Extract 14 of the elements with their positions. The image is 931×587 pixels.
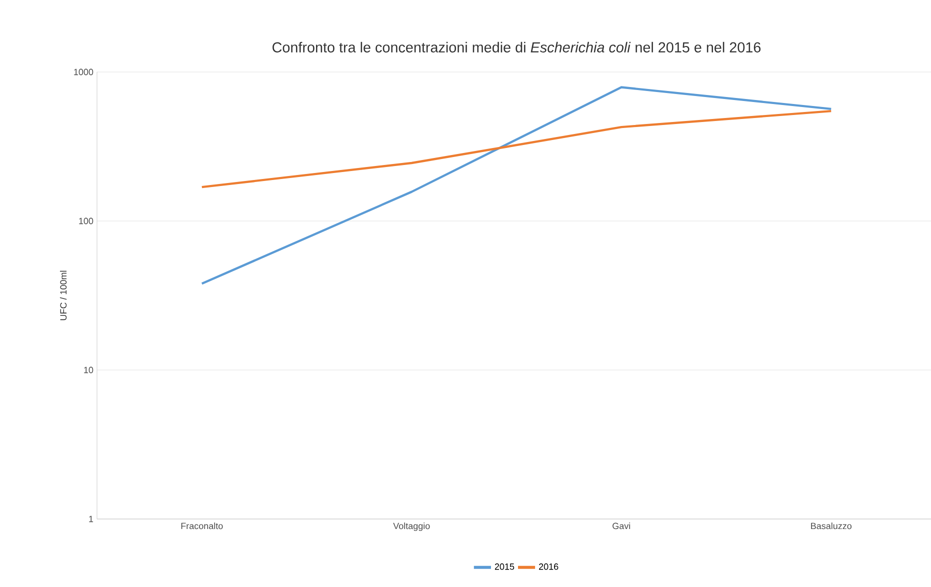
legend-label: 2016 [539, 563, 558, 570]
y-tick-label: 1 [89, 516, 94, 522]
line-series [200, 110, 832, 188]
y-tick-label: 100 [79, 218, 94, 224]
chart-title: Confronto tra le concentrazioni medie di Escherichia coli nel 2015 e nel 2016 [272, 42, 761, 52]
legend-label: 2015 [494, 563, 514, 570]
y-tick-label: 1000 [74, 68, 94, 76]
x-tick-label: Voltaggio [393, 522, 430, 531]
x-tick-label: Gavi [612, 522, 630, 530]
x-tick-label: Fraconalto [181, 522, 223, 530]
line-series [200, 86, 832, 285]
x-tick-label: Basaluzzo [811, 522, 852, 530]
y-axis-title: UFC / 100ml [60, 270, 67, 320]
y-tick-label: 10 [84, 366, 94, 374]
